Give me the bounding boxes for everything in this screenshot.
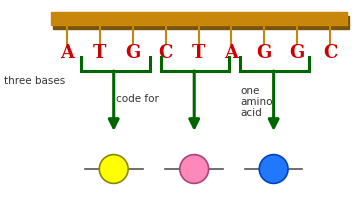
Text: C: C (158, 44, 173, 62)
Text: A: A (225, 44, 239, 62)
Text: T: T (93, 44, 106, 62)
Bar (51, 12, 347, 25)
Text: G: G (290, 44, 305, 62)
Text: G: G (125, 44, 140, 62)
Text: G: G (257, 44, 272, 62)
Text: one: one (240, 86, 260, 96)
Text: amino: amino (240, 97, 273, 107)
Text: code for: code for (116, 94, 158, 104)
Text: T: T (192, 44, 205, 62)
Bar (53, 16, 349, 29)
Text: C: C (323, 44, 337, 62)
Ellipse shape (99, 155, 128, 183)
Text: three bases: three bases (4, 76, 65, 86)
Ellipse shape (259, 155, 288, 183)
Text: acid: acid (240, 108, 262, 118)
Ellipse shape (180, 155, 209, 183)
Text: A: A (60, 44, 74, 62)
